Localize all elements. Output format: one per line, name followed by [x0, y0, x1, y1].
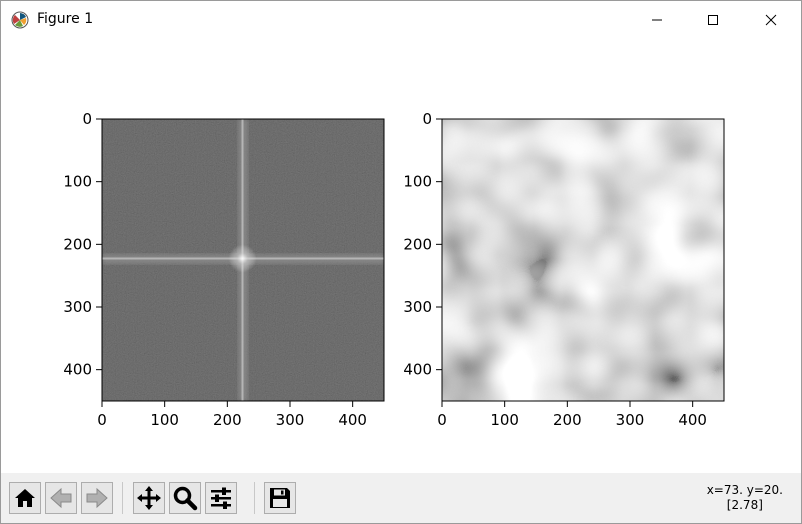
- y-tick-label: 300: [403, 298, 432, 316]
- x-tick-label: 400: [678, 411, 707, 429]
- y-tick-label: 300: [63, 298, 92, 316]
- x-tick-label: 300: [276, 411, 305, 429]
- save-button[interactable]: [264, 482, 296, 514]
- y-tick-label: 400: [403, 361, 432, 379]
- x-tick-label: 100: [150, 411, 179, 429]
- home-icon: [15, 489, 35, 507]
- x-tick-label: 200: [213, 411, 242, 429]
- maximize-button[interactable]: [685, 1, 741, 39]
- navigation-toolbar: x=73. y=20. [2.78]: [1, 473, 801, 523]
- smooth-noise-image: [442, 119, 724, 401]
- minimize-icon: [652, 19, 662, 21]
- figure-svg: 0 100 200 300 400 0 100 200 300 400 0 100 200 300 400…: [63, 110, 725, 429]
- y-tick-label: 0: [422, 110, 432, 128]
- right-axes-ticks: 0 100 200 300 400 0 100 200 300 400: [403, 110, 707, 429]
- matplotlib-logo-icon: [11, 11, 29, 29]
- x-tick-label: 300: [616, 411, 645, 429]
- configure-subplots-button[interactable]: [205, 482, 237, 514]
- cursor-readout: x=73. y=20. [2.78]: [707, 483, 783, 513]
- zoom-magnifier-icon: [173, 486, 198, 511]
- y-tick-label: 0: [82, 110, 92, 128]
- x-tick-label: 200: [553, 411, 582, 429]
- back-arrow-icon: [50, 487, 72, 509]
- cursor-coords: x=73. y=20.: [706, 483, 783, 497]
- x-tick-label: 0: [437, 411, 447, 429]
- back-button[interactable]: [45, 482, 77, 514]
- spectrum-image: [102, 119, 384, 401]
- y-tick-label: 200: [403, 235, 432, 253]
- x-tick-label: 100: [490, 411, 519, 429]
- pixel-value: [2.78]: [726, 498, 763, 512]
- right-axes-frame: [441, 118, 725, 402]
- save-floppy-icon: [270, 488, 290, 508]
- zoom-button[interactable]: [169, 482, 201, 514]
- pan-button[interactable]: [133, 482, 165, 514]
- x-tick-label: 400: [338, 411, 367, 429]
- home-button[interactable]: [9, 482, 41, 514]
- minimize-button[interactable]: [629, 1, 685, 39]
- forward-arrow-icon: [86, 487, 108, 509]
- close-button[interactable]: [743, 1, 799, 39]
- pan-move-icon: [137, 486, 161, 510]
- window-title: Figure 1: [37, 11, 94, 27]
- y-tick-label: 400: [63, 361, 92, 379]
- maximize-icon: [708, 15, 718, 25]
- toolbar-separator: [254, 482, 255, 514]
- y-tick-label: 200: [63, 235, 92, 253]
- x-tick-label: 0: [97, 411, 107, 429]
- left-axes-ticks: 0 100 200 300 400 0 100 200 300 400: [63, 110, 367, 429]
- close-icon: [765, 14, 777, 26]
- left-axes-frame: [101, 118, 385, 402]
- toolbar-separator: [122, 482, 123, 514]
- configure-subplots-icon: [211, 487, 231, 509]
- title-bar: Figure 1: [1, 1, 801, 39]
- forward-button[interactable]: [81, 482, 113, 514]
- figure-canvas[interactable]: 0 100 200 300 400 0 100 200 300 400 0 100 200 300 400…: [1, 39, 801, 473]
- y-tick-label: 100: [63, 173, 92, 191]
- y-tick-label: 100: [403, 173, 432, 191]
